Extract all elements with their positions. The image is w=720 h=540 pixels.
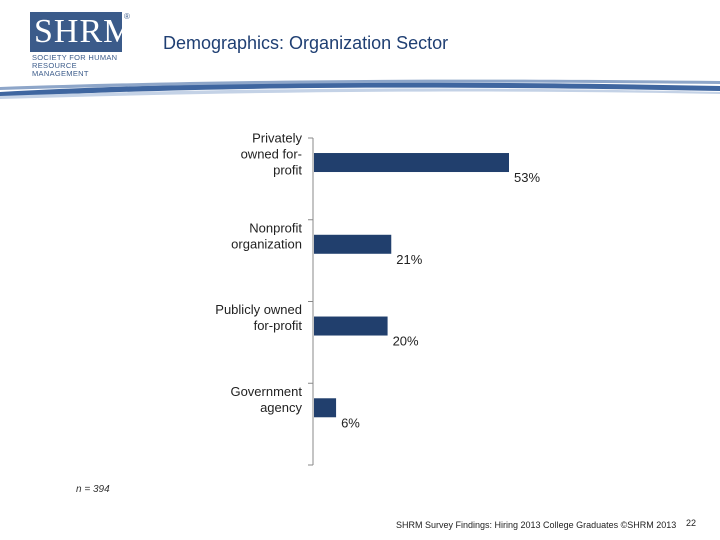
shrm-logo: SHRM ® SOCIETY FOR HUMAN RESOURCE MANAGE… [30,12,134,78]
footer-source: SHRM Survey Findings: Hiring 2013 Colleg… [396,520,677,530]
category-label-line: Publicly owned [215,302,302,317]
bar-2 [314,316,388,336]
category-label-line: Privately [252,131,302,146]
bar-0 [314,153,509,173]
logo-box: SHRM [30,12,133,52]
category-label-line: Nonprofit [249,220,302,235]
logo-registered-mark: ® [124,12,130,21]
bar-1 [314,234,392,254]
logo-subtitle: SOCIETY FOR HUMAN RESOURCE MANAGEMENT [32,54,134,78]
page-number: 22 [686,518,697,528]
category-label-line: Government [230,384,302,399]
value-label-0: 53% [514,170,540,185]
category-label-3: Government agency [230,384,302,415]
logo-subtitle-line-1: SOCIETY FOR HUMAN [32,53,118,62]
value-label-1: 21% [396,252,422,267]
slide-title: Demographics: Organization Sector [163,33,449,53]
category-label-line: agency [260,400,302,415]
value-label-3: 6% [341,415,360,430]
category-label-2: Publicly owned for-profit [215,302,302,333]
decorative-header-band [0,79,720,99]
category-label-0: Privately owned for-profit [241,131,303,178]
category-label-line: profit [273,163,302,178]
bar-3 [314,398,337,418]
logo-letters: SHRM [34,13,135,50]
category-label-line: organization [231,236,302,251]
category-label-line: owned for- [241,147,302,162]
category-label-line: for-profit [254,318,303,333]
logo-subtitle-line-2: RESOURCE MANAGEMENT [32,61,89,78]
value-label-2: 20% [393,334,419,349]
sample-size-note: n = 394 [76,484,110,495]
category-label-1: Nonprofit organization [231,220,302,251]
